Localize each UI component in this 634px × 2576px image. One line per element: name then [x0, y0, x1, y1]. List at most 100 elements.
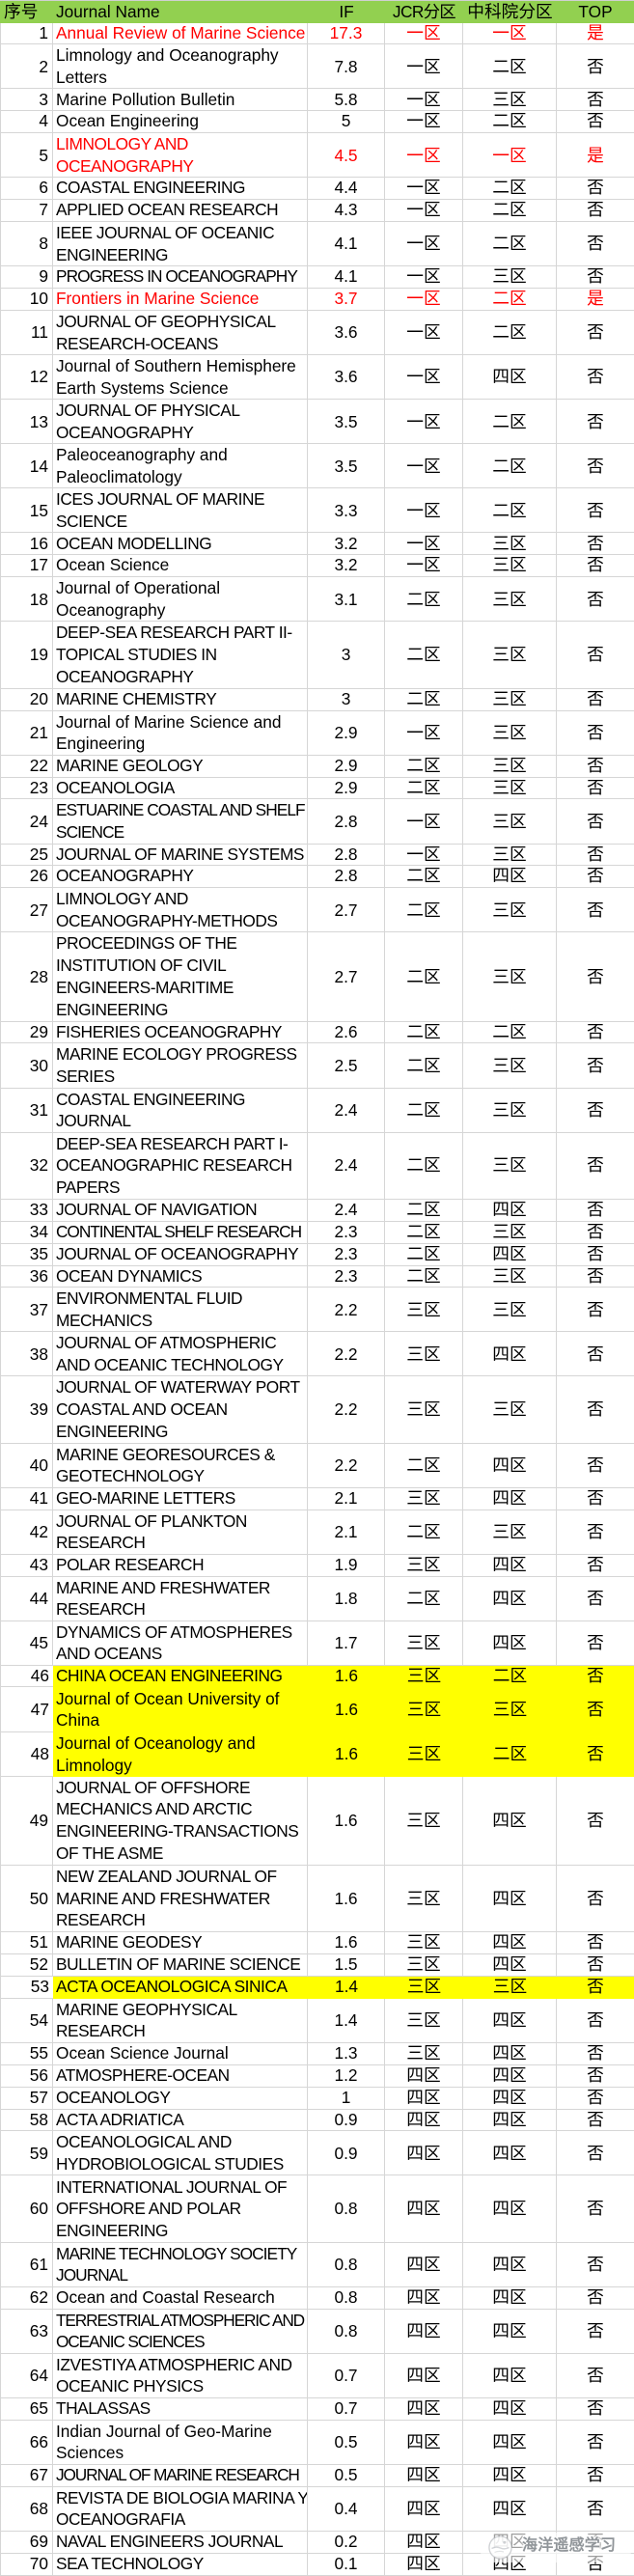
- cell-impact-factor: 1.6: [308, 1865, 385, 1933]
- cell-cas-partition: 四区: [463, 866, 557, 889]
- cell-row-number: 8: [0, 222, 53, 267]
- cell-journal-name: MARINE GEOPHYSICAL RESEARCH: [53, 1998, 308, 2043]
- cell-impact-factor: 2.3: [308, 1221, 385, 1244]
- cell-journal-name: JOURNAL OF OCEANOGRAPHY: [53, 1243, 308, 1266]
- cell-impact-factor: 2.7: [308, 932, 385, 1022]
- cell-cas-partition: 四区: [463, 2420, 557, 2465]
- column-header-journal-name: Journal Name: [53, 0, 308, 23]
- table-row: 4 Ocean Engineering 5 一区 二区 否: [0, 111, 634, 134]
- cell-cas-partition: 四区: [463, 2309, 557, 2354]
- cell-impact-factor: 5.8: [308, 89, 385, 112]
- cell-top-flag: 否: [557, 488, 634, 534]
- cell-row-number: 23: [0, 777, 53, 800]
- table-row: 59 OCEANOLOGICAL AND HYDROBIOLOGICAL STU…: [0, 2131, 634, 2176]
- cell-row-number: 59: [0, 2131, 53, 2176]
- cell-impact-factor: 1.6: [308, 1665, 385, 1688]
- cell-top-flag: 否: [557, 1288, 634, 1333]
- cell-row-number: 66: [0, 2420, 53, 2465]
- cell-row-number: 56: [0, 2064, 53, 2088]
- cell-journal-name: Annual Review of Marine Science: [53, 22, 308, 45]
- cell-top-flag: 否: [557, 1510, 634, 1555]
- cell-journal-name: JOURNAL OF WATERWAY PORT COASTAL AND OCE…: [53, 1376, 308, 1444]
- cell-top-flag: 否: [557, 2042, 634, 2065]
- cell-cas-partition: 四区: [463, 1953, 557, 1977]
- cell-journal-name: POLAR RESEARCH: [53, 1554, 308, 1577]
- cell-jcr-partition: 二区: [385, 1132, 463, 1200]
- cell-cas-partition: 二区: [463, 1731, 557, 1777]
- cell-impact-factor: 3.5: [308, 444, 385, 489]
- cell-row-number: 19: [0, 622, 53, 689]
- cell-jcr-partition: 二区: [385, 888, 463, 933]
- cell-top-flag: 否: [557, 1687, 634, 1732]
- cell-journal-name: ACTA OCEANOLOGICA SINICA: [53, 1976, 308, 1999]
- cell-impact-factor: 2.9: [308, 755, 385, 778]
- cell-jcr-partition: 四区: [385, 2131, 463, 2176]
- cell-top-flag: 否: [557, 2175, 634, 2243]
- cell-jcr-partition: 二区: [385, 1021, 463, 1044]
- table-row: 13 JOURNAL OF PHYSICAL OCEANOGRAPHY 3.5 …: [0, 400, 634, 445]
- table-row: 58 ACTA ADRIATICA 0.9 四区 四区 否: [0, 2109, 634, 2132]
- cell-cas-partition: 四区: [463, 1487, 557, 1510]
- cell-top-flag: 是: [557, 289, 634, 312]
- cell-jcr-partition: 一区: [385, 710, 463, 756]
- cell-jcr-partition: 二区: [385, 622, 463, 689]
- table-row: 65 THALASSAS 0.7 四区 四区 否: [0, 2397, 634, 2421]
- cell-row-number: 22: [0, 755, 53, 778]
- cell-top-flag: 否: [557, 1776, 634, 1866]
- cell-cas-partition: 四区: [463, 2087, 557, 2110]
- cell-jcr-partition: 二区: [385, 755, 463, 778]
- table-header-row: 序号 Journal Name IF JCR分区 中科院分区 TOP: [0, 0, 634, 23]
- cell-journal-name: IEEE JOURNAL OF OCEANIC ENGINEERING: [53, 222, 308, 267]
- table-row: 61 MARINE TECHNOLOGY SOCIETY JOURNAL 0.8…: [0, 2242, 634, 2287]
- cell-journal-name: JOURNAL OF MARINE SYSTEMS: [53, 844, 308, 867]
- cell-journal-name: OCEANOGRAPHY: [53, 866, 308, 889]
- table-row: 36 OCEAN DYNAMICS 2.3 二区 三区 否: [0, 1265, 634, 1288]
- cell-row-number: 67: [0, 2464, 53, 2487]
- table-row: 31 COASTAL ENGINEERING JOURNAL 2.4 二区 三区…: [0, 1088, 634, 1133]
- cell-journal-name: APPLIED OCEAN RESEARCH: [53, 200, 308, 223]
- cell-journal-name: OCEAN MODELLING: [53, 533, 308, 556]
- cell-jcr-partition: 三区: [385, 1620, 463, 1666]
- cell-impact-factor: 0.8: [308, 2242, 385, 2287]
- column-header-index: 序号: [0, 0, 53, 23]
- cell-row-number: 43: [0, 1554, 53, 1577]
- cell-row-number: 46: [0, 1665, 53, 1688]
- table-row: 1 Annual Review of Marine Science 17.3 一…: [0, 22, 634, 45]
- cell-jcr-partition: 四区: [385, 2175, 463, 2243]
- cell-journal-name: MARINE TECHNOLOGY SOCIETY JOURNAL: [53, 2242, 308, 2287]
- cell-journal-name: ENVIRONMENTAL FLUID MECHANICS: [53, 1288, 308, 1333]
- table-row: 19 DEEP-SEA RESEARCH PART II- TOPICAL ST…: [0, 622, 634, 689]
- cell-jcr-partition: 四区: [385, 2064, 463, 2088]
- cell-top-flag: 否: [557, 1221, 634, 1244]
- table-row: 46 CHINA OCEAN ENGINEERING 1.6 三区 二区 否: [0, 1665, 634, 1688]
- cell-journal-name: CHINA OCEAN ENGINEERING: [53, 1665, 308, 1688]
- table-row: 39 JOURNAL OF WATERWAY PORT COASTAL AND …: [0, 1376, 634, 1444]
- cell-row-number: 4: [0, 111, 53, 134]
- cell-top-flag: 否: [557, 222, 634, 267]
- cell-cas-partition: 三区: [463, 710, 557, 756]
- cell-impact-factor: 1.6: [308, 1731, 385, 1777]
- cell-jcr-partition: 二区: [385, 1043, 463, 1089]
- cell-cas-partition: 三区: [463, 1976, 557, 1999]
- cell-jcr-partition: 四区: [385, 2420, 463, 2465]
- cell-cas-partition: 四区: [463, 2131, 557, 2176]
- table-row: 40 MARINE GEORESOURCES & GEOTECHNOLOGY 2…: [0, 1443, 634, 1488]
- table-row: 9 PROGRESS IN OCEANOGRAPHY 4.1 一区 三区 否: [0, 266, 634, 290]
- cell-impact-factor: 0.9: [308, 2131, 385, 2176]
- cell-journal-name: Ocean and Coastal Research: [53, 2286, 308, 2310]
- cell-top-flag: 否: [557, 2486, 634, 2532]
- table-row: 51 MARINE GEODESY 1.6 三区 四区 否: [0, 1932, 634, 1954]
- cell-jcr-partition: 四区: [385, 2242, 463, 2287]
- cell-jcr-partition: 四区: [385, 2397, 463, 2421]
- cell-jcr-partition: 一区: [385, 533, 463, 556]
- cell-journal-name: PROCEEDINGS OF THE INSTITUTION OF CIVIL …: [53, 932, 308, 1022]
- cell-cas-partition: 一区: [463, 133, 557, 179]
- cell-top-flag: 否: [557, 533, 634, 556]
- cell-top-flag: 否: [557, 1932, 634, 1954]
- cell-row-number: 42: [0, 1510, 53, 1555]
- cell-top-flag: 否: [557, 799, 634, 845]
- cell-jcr-partition: 一区: [385, 400, 463, 445]
- cell-journal-name: JOURNAL OF PHYSICAL OCEANOGRAPHY: [53, 400, 308, 445]
- cell-journal-name: OCEAN DYNAMICS: [53, 1265, 308, 1288]
- cell-top-flag: 否: [557, 178, 634, 201]
